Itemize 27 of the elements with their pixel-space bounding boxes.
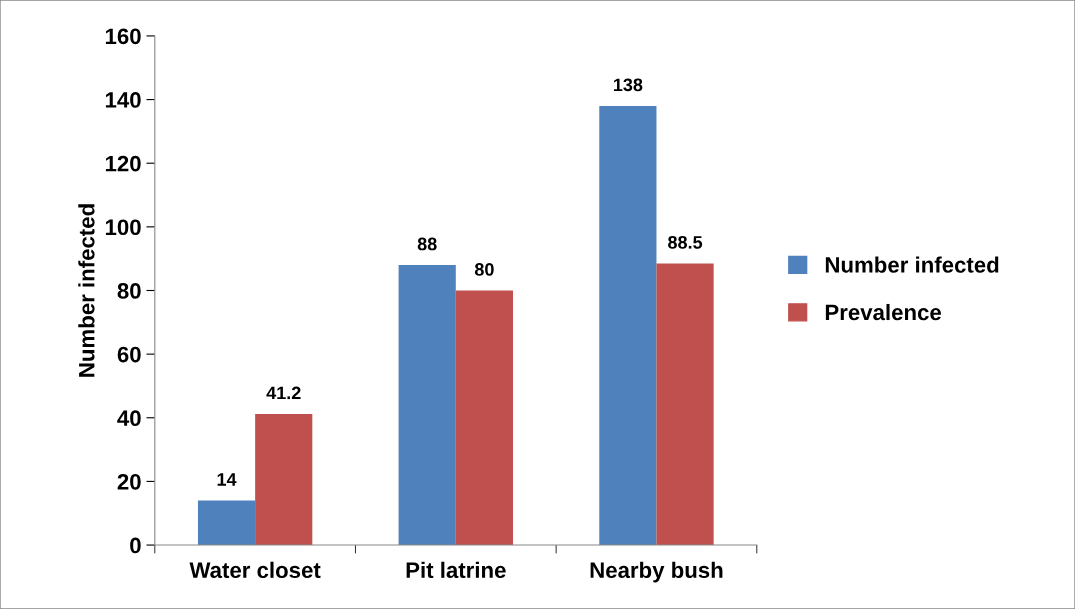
legend-label: Number infected — [825, 256, 999, 273]
y-tick-label: 40 — [117, 410, 141, 427]
text: 138 — [613, 78, 643, 92]
x-tick-label: Pit latrine — [406, 561, 506, 579]
bar — [599, 105, 657, 546]
bar — [398, 265, 456, 546]
x-tick-label: Water closet — [189, 561, 321, 579]
text: 80 — [474, 263, 494, 276]
x-tick-label: Nearby bush — [590, 561, 723, 583]
text: 88 — [417, 237, 437, 251]
y-axis-title: Number infected — [78, 204, 95, 377]
text: 41.2 — [266, 386, 301, 400]
y-tick-label: 120 — [105, 155, 141, 172]
y-tick-label: 100 — [105, 219, 141, 236]
text: 14 — [217, 473, 237, 486]
bar — [197, 500, 256, 546]
legend-label: Prevalence — [825, 303, 942, 321]
y-tick-label: 140 — [105, 92, 141, 108]
bar — [455, 290, 513, 546]
y-tick-label: 160 — [105, 28, 141, 45]
y-tick-label: 20 — [117, 473, 141, 490]
y-tick-label: 0 — [130, 537, 141, 554]
text: 88.5 — [668, 235, 703, 249]
y-tick-label: 60 — [117, 346, 141, 363]
bar — [255, 413, 313, 546]
y-tick-label: 80 — [117, 283, 141, 299]
bar — [656, 263, 714, 546]
